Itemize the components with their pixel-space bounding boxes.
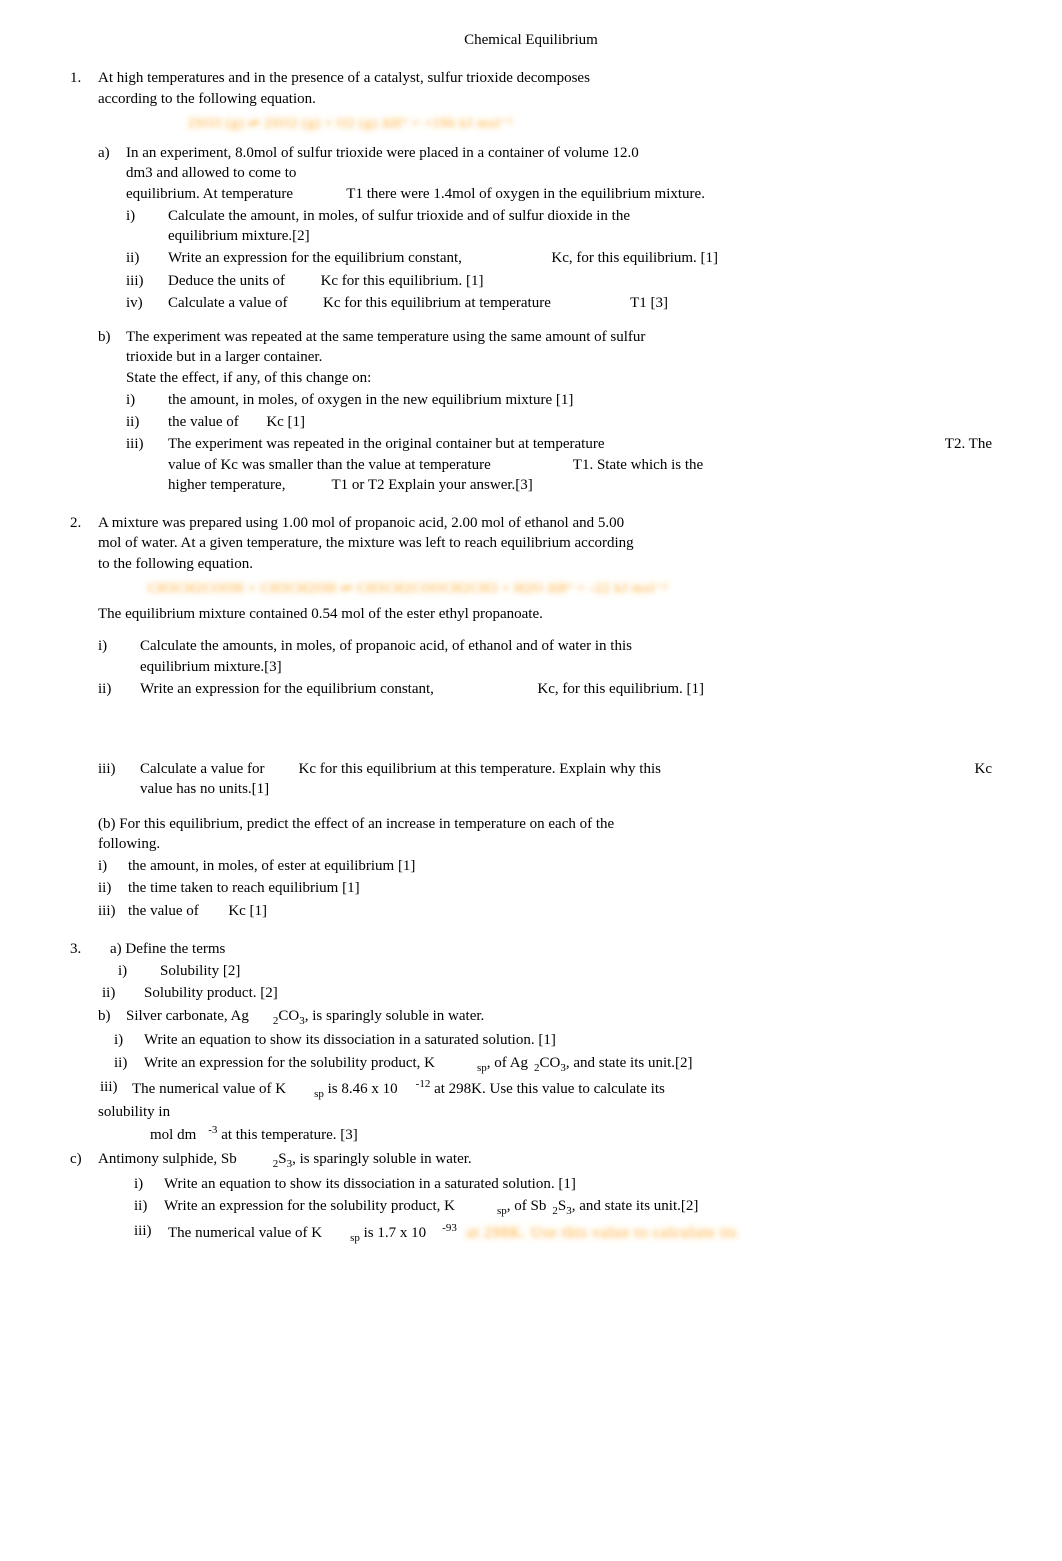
q2-ii-label: ii) <box>98 679 140 699</box>
q1a-label: a) <box>98 143 126 313</box>
q3c-label: c) <box>70 1149 98 1246</box>
q1b-iii-label: iii) <box>126 434 168 495</box>
q1a-i-line1: Calculate the amount, in moles, of sulfu… <box>168 206 992 226</box>
q3-number: 3. <box>70 939 98 1145</box>
q3b: Silver carbonate, Ag2CO3, is sparingly s… <box>126 1006 992 1029</box>
q1-equation-blurred: 2SO3 (g) ⇌ 2SO2 (g) + O2 (g) ΔH° = +196 … <box>188 115 513 130</box>
q1a-iii-label: iii) <box>126 271 168 291</box>
q1b-line3: State the effect, if any, of this change… <box>126 368 992 388</box>
q2-number: 2. <box>70 513 98 921</box>
q3c-i: Write an equation to show its dissociati… <box>164 1174 992 1194</box>
q3b-label: b) <box>98 1006 126 1029</box>
q1b-ii-label: ii) <box>126 412 168 432</box>
q3b-i-label: i) <box>114 1030 144 1050</box>
q3a-ii-label: ii) <box>102 983 144 1003</box>
q2-i-label: i) <box>98 636 140 677</box>
q3a-label: a) Define the terms <box>110 939 992 959</box>
q2b-iii: the value of Kc [1] <box>128 901 992 921</box>
q2b-intro1: (b) For this equilibrium, predict the ef… <box>98 814 992 834</box>
q3c: Antimony sulphide, Sb2S3, is sparingly s… <box>98 1149 992 1172</box>
question-2: 2. A mixture was prepared using 1.00 mol… <box>70 513 992 921</box>
q2-intro-line2: mol of water. At a given temperature, th… <box>98 533 992 553</box>
q2b-intro2: following. <box>98 834 992 854</box>
q1b-i: the amount, in moles, of oxygen in the n… <box>168 390 992 410</box>
q3a-i-label: i) <box>118 961 160 981</box>
q2-eqmix: The equilibrium mixture contained 0.54 m… <box>98 604 992 624</box>
q1a-line1: In an experiment, 8.0mol of sulfur triox… <box>126 143 992 163</box>
q3a-i: Solubility [2] <box>160 961 992 981</box>
q2-intro-line1: A mixture was prepared using 1.00 mol of… <box>98 513 992 533</box>
q1a-i-label: i) <box>126 206 168 247</box>
q2-i-line1: Calculate the amounts, in moles, of prop… <box>140 636 992 656</box>
q2-ii: Write an expression for the equilibrium … <box>140 679 992 699</box>
q1a-line2: dm3 and allowed to come to <box>126 163 992 183</box>
q3c-iii: The numerical value of Ksp is 1.7 x 10-9… <box>168 1221 992 1246</box>
q1-intro-line1: At high temperatures and in the presence… <box>98 68 992 88</box>
q1a-i-line2: equilibrium mixture.[2] <box>168 226 992 246</box>
q3c-ii: Write an expression for the solubility p… <box>164 1196 992 1219</box>
q3b-i: Write an equation to show its dissociati… <box>144 1030 992 1050</box>
q2b-ii: the time taken to reach equilibrium [1] <box>128 878 992 898</box>
q2-iii-label: iii) <box>98 759 140 800</box>
q1a-ii: Write an expression for the equilibrium … <box>168 248 992 268</box>
q1b-label: b) <box>98 327 126 495</box>
q3b-solubility1: solubility in <box>98 1102 992 1122</box>
page-title: Chemical Equilibrium <box>70 30 992 50</box>
q2b-ii-label: ii) <box>98 878 128 898</box>
q1b-line2: trioxide but in a larger container. <box>126 347 992 367</box>
q2b-i-label: i) <box>98 856 128 876</box>
q3b-iii: The numerical value of Ksp is 8.46 x 10-… <box>132 1077 992 1102</box>
q2-equation-blurred: CH3CH2COOH + CH3CH2OH ⇌ CH3CH2COOCH2CH3 … <box>148 580 668 595</box>
q2b-iii-label: iii) <box>98 901 128 921</box>
q1a-line3: equilibrium. At temperature T1 there wer… <box>126 184 992 204</box>
q1-intro-line2: according to the following equation. <box>98 89 992 109</box>
q1a-iv-label: iv) <box>126 293 168 313</box>
q1a-iv: Calculate a value of Kc for this equilib… <box>168 293 992 313</box>
q1a-iii: Deduce the units of Kc for this equilibr… <box>168 271 992 291</box>
q1a-ii-label: ii) <box>126 248 168 268</box>
q3c-iii-blurred: at 298K. Use this value to calculate its <box>467 1225 738 1241</box>
question-1: 1. At high temperatures and in the prese… <box>70 68 992 495</box>
q2b-i: the amount, in moles, of ester at equili… <box>128 856 992 876</box>
q3c-iii-label: iii) <box>134 1221 168 1246</box>
q3b-solubility2: mol dm-3 at this temperature. [3] <box>150 1123 992 1145</box>
q1b-line1: The experiment was repeated at the same … <box>126 327 992 347</box>
q3c-ii-label: ii) <box>134 1196 164 1219</box>
q3b-ii-label: ii) <box>114 1053 144 1076</box>
q1-number: 1. <box>70 68 98 139</box>
q1b-iii: The experiment was repeated in the origi… <box>168 434 992 495</box>
q2-iii: Calculate a value forKc for this equilib… <box>140 759 992 800</box>
q3b-ii: Write an expression for the solubility p… <box>144 1053 992 1076</box>
question-3: 3. a) Define the terms i) Solubility [2]… <box>70 939 992 1246</box>
q1b-i-label: i) <box>126 390 168 410</box>
q3b-iii-label: iii) <box>100 1077 132 1102</box>
q3c-i-label: i) <box>134 1174 164 1194</box>
q2-intro-line3: to the following equation. <box>98 554 992 574</box>
q3a-ii: Solubility product. [2] <box>144 983 992 1003</box>
q1b-ii: the value of Kc [1] <box>168 412 992 432</box>
q2-i-line2: equilibrium mixture.[3] <box>140 657 992 677</box>
